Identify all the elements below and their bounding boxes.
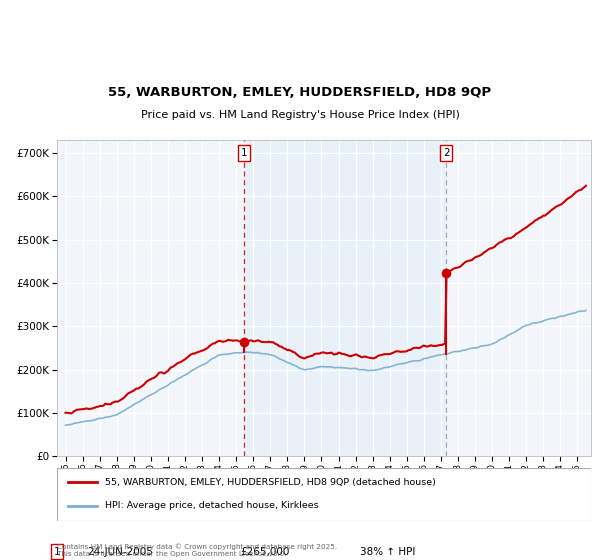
Text: HPI: Average price, detached house, Kirklees: HPI: Average price, detached house, Kirk… — [105, 501, 319, 510]
Text: 1: 1 — [53, 547, 61, 557]
Text: £265,000: £265,000 — [240, 547, 289, 557]
Text: 38% ↑ HPI: 38% ↑ HPI — [360, 547, 415, 557]
Text: 1: 1 — [241, 148, 248, 158]
Text: Contains HM Land Registry data © Crown copyright and database right 2025.
This d: Contains HM Land Registry data © Crown c… — [57, 544, 337, 557]
Text: 55, WARBURTON, EMLEY, HUDDERSFIELD, HD8 9QP: 55, WARBURTON, EMLEY, HUDDERSFIELD, HD8 … — [109, 86, 491, 99]
Bar — [244, 140, 446, 456]
Text: 24-JUN-2005: 24-JUN-2005 — [87, 547, 153, 557]
Text: Price paid vs. HM Land Registry's House Price Index (HPI): Price paid vs. HM Land Registry's House … — [140, 110, 460, 120]
Text: 2: 2 — [443, 148, 449, 158]
Text: 55, WARBURTON, EMLEY, HUDDERSFIELD, HD8 9QP (detached house): 55, WARBURTON, EMLEY, HUDDERSFIELD, HD8 … — [105, 478, 436, 487]
FancyBboxPatch shape — [57, 468, 591, 521]
